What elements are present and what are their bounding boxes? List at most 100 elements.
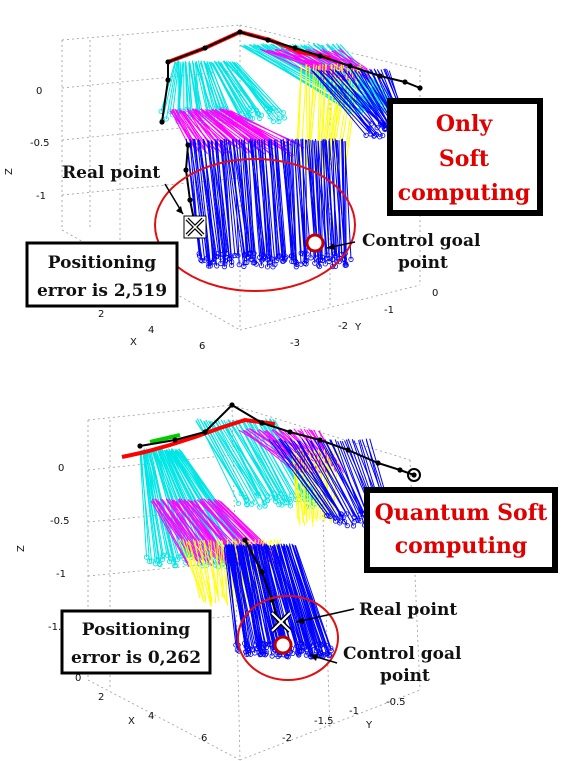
trajectory-line-yellow <box>299 64 308 173</box>
trajectory-line-blue <box>272 546 300 652</box>
trajectory-point <box>322 261 328 267</box>
joint-marker <box>397 467 403 473</box>
trajectory-line-blue <box>211 140 222 258</box>
trajectory-line-blue <box>279 438 337 522</box>
trajectory-point <box>287 499 293 505</box>
trajectory-line-blue <box>293 139 302 254</box>
trajectory-line-cyan <box>236 61 284 114</box>
arm-link-green <box>149 433 181 444</box>
trajectory-point <box>214 263 220 269</box>
joint-marker <box>165 59 171 65</box>
trajectory-line-cyan <box>237 421 283 506</box>
trajectory-line-yellow <box>203 539 213 603</box>
error-box-line2: error is 2,519 <box>37 281 167 301</box>
trajectory-line-blue <box>360 70 393 130</box>
trajectory-point <box>184 106 190 112</box>
trajectory-line-cyan <box>205 419 253 505</box>
trajectory-point <box>294 643 300 649</box>
trajectory-line-blue <box>247 544 269 645</box>
trajectory-line-magenta <box>163 500 208 564</box>
trajectory-point <box>293 260 299 266</box>
trajectory-line-magenta <box>155 500 198 562</box>
trajectory-line-cyan <box>231 61 273 112</box>
trajectory-point <box>323 651 330 657</box>
joint-marker <box>292 45 298 51</box>
trajectory-point <box>298 261 304 267</box>
trajectory-line-blue <box>275 440 331 517</box>
trajectory-line-blue <box>290 141 297 262</box>
trajectory-line-yellow <box>199 539 212 607</box>
trajectory-line-cyan <box>247 419 291 503</box>
joint-marker <box>259 569 265 575</box>
trajectory-line-cyan <box>249 44 347 102</box>
trajectory-line-blue <box>323 139 326 264</box>
grid-line <box>61 229 241 331</box>
grid-line <box>231 404 411 461</box>
joint-marker <box>183 167 189 173</box>
y-tick: -1.5 <box>314 716 334 727</box>
trajectory-point <box>319 257 326 263</box>
goal-label-line1: Control goal <box>343 644 462 664</box>
trajectory-line-blue <box>225 138 239 256</box>
error-box-line2: error is 0,262 <box>71 648 201 668</box>
trajectory-line-blue <box>289 438 341 522</box>
chart-panel-quantum-soft: 0 -0.5 -1 -1.5 Z 0 2 4 6 X -0.5 -1 -1.5 … <box>16 402 558 761</box>
trajectory-point <box>276 501 282 508</box>
trajectory-point <box>280 110 286 116</box>
trajectory-line-cyan <box>233 61 280 119</box>
y-tick: 0 <box>432 288 438 299</box>
trajectory-line-yellow <box>295 449 300 521</box>
joint-marker <box>345 447 351 453</box>
grid-line <box>87 561 233 577</box>
trajectory-point <box>273 651 279 658</box>
trajectory-line-blue <box>351 70 390 130</box>
trajectory-line-blue <box>252 139 263 266</box>
trajectory-line-blue <box>319 70 375 137</box>
trajectory-line-cyan <box>200 61 217 113</box>
grid-line <box>87 404 233 421</box>
trajectory-line-yellow <box>297 448 304 523</box>
title-line2: Soft <box>439 146 490 172</box>
trajectory-point <box>276 115 283 121</box>
x-tick: 6 <box>201 733 207 744</box>
title-line2: computing <box>395 533 528 559</box>
trajectory-point <box>243 497 249 503</box>
trajectory-line-blue <box>292 544 332 651</box>
trajectory-line-blue <box>330 439 364 514</box>
trajectory-line-cyan <box>197 60 211 109</box>
trajectory-point <box>249 256 255 262</box>
joint-marker <box>375 460 381 466</box>
trajectory-line-yellow <box>323 449 326 518</box>
trajectory-point <box>316 263 323 270</box>
x-tick: 2 <box>98 309 104 320</box>
trajectory-line-blue <box>311 70 371 135</box>
trajectory-line-magenta <box>303 428 330 469</box>
trajectory-line-blue <box>276 544 303 652</box>
trajectory-line-cyan <box>243 421 286 498</box>
trajectory-point <box>276 253 282 260</box>
trajectory-point <box>244 259 250 265</box>
trajectory-point <box>248 651 254 657</box>
joint-marker <box>187 197 193 203</box>
grid-line <box>239 284 421 331</box>
trajectory-point <box>154 557 160 563</box>
arm-link-black <box>244 539 279 621</box>
trajectory-point <box>296 648 303 654</box>
title-line1: Only <box>436 111 494 137</box>
trajectory-point <box>166 558 173 565</box>
trajectory-point <box>344 511 350 517</box>
trajectory-line-yellow <box>187 540 203 596</box>
joint-marker <box>402 79 408 85</box>
trajectory-line-cyan <box>184 61 188 110</box>
trajectory-line-cyan <box>177 61 184 122</box>
trajectory-point <box>298 648 305 654</box>
trajectory-point <box>232 252 238 259</box>
trajectory-line-cyan <box>253 421 297 500</box>
trajectory-line-blue <box>317 441 355 518</box>
title-line3: computing <box>398 180 531 206</box>
trajectory-point <box>163 116 169 122</box>
trajectory-line-magenta <box>168 498 212 567</box>
trajectory-line-blue <box>277 545 308 650</box>
trajectory-line-blue <box>263 545 290 654</box>
trajectory-line-magenta <box>229 110 295 156</box>
